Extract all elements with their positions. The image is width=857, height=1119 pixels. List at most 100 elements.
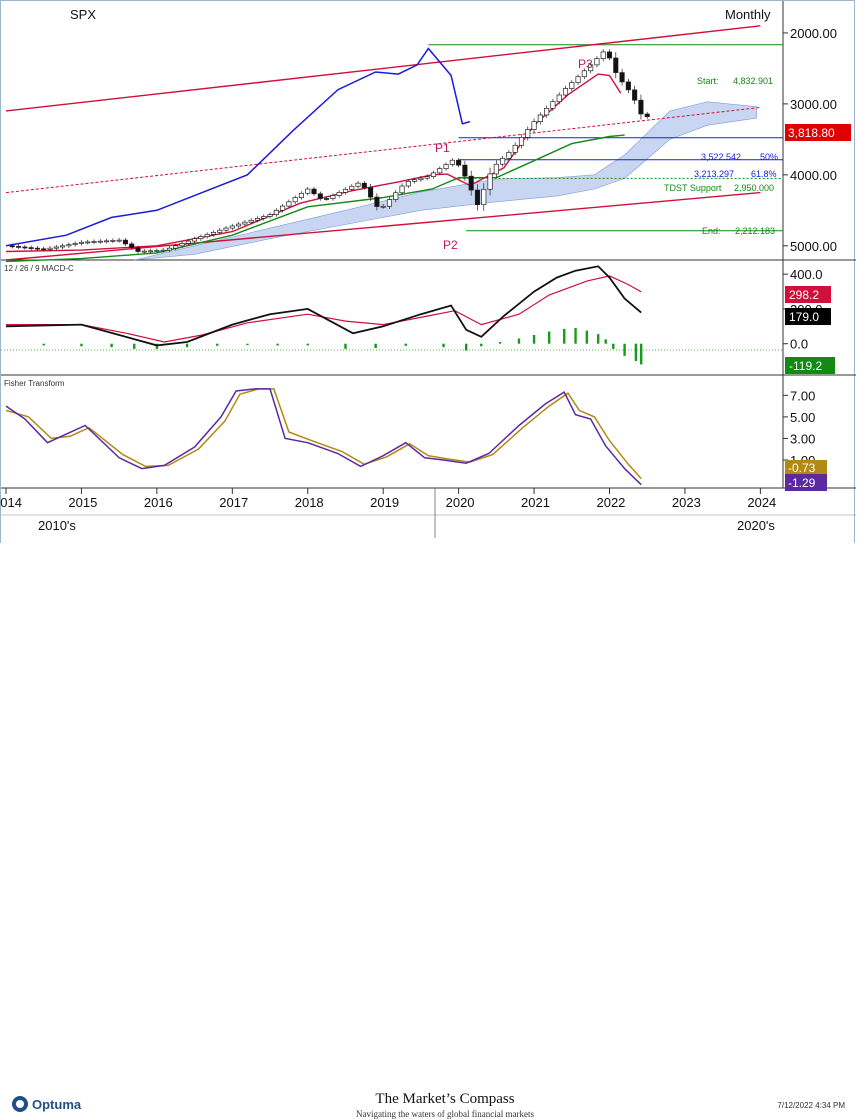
- candle-up: [575, 76, 581, 83]
- candle-down: [474, 189, 481, 206]
- candle-up: [292, 197, 298, 203]
- macd-line-value: 179.0: [789, 310, 819, 324]
- candle-down: [368, 187, 374, 198]
- fisher-signal-value: -0.73: [788, 461, 816, 475]
- macd-tick-label: 0.0: [790, 337, 808, 352]
- time-tick-label: 2018: [295, 495, 324, 510]
- price-tick-label: 2000.00: [790, 26, 837, 41]
- macd-line-badge: [785, 308, 831, 325]
- candle-up: [223, 227, 229, 231]
- candle-up: [437, 168, 443, 174]
- candle-up: [449, 159, 455, 165]
- candle-up: [210, 231, 217, 235]
- candle-up: [418, 177, 424, 181]
- candle-up: [550, 101, 556, 109]
- candle-down: [632, 89, 638, 101]
- candle-up: [581, 70, 587, 78]
- channel-upper: [5, 25, 761, 112]
- symbol-label: SPX: [70, 7, 96, 22]
- chart-canvas[interactable]: SPX Monthly P1 P2 P3 Start: 4,832.901 3,…: [0, 0, 857, 545]
- time-tick-label: 2019: [370, 495, 399, 510]
- time-tick-label: 2016: [144, 495, 173, 510]
- time-axis: 2014 2015 2016 2017 2018 2019 2020 2021 2022 2023…: [0, 488, 776, 510]
- candle-down: [34, 247, 40, 250]
- macd-title: 12 / 26 / 9 MACD-C: [4, 264, 74, 273]
- fisher-tick-label: 7.00: [790, 388, 815, 403]
- macd-histogram: [42, 328, 643, 365]
- time-tick-label: 2015: [68, 495, 97, 510]
- macd-hist-bar: [623, 343, 626, 356]
- candle-up: [217, 229, 223, 233]
- time-tick-label: 2014: [0, 495, 22, 510]
- brand-title: The Market’s Compass: [375, 1091, 515, 1107]
- candle-up: [242, 221, 248, 225]
- candle-down: [638, 99, 644, 115]
- fisher-lines: [5, 388, 642, 486]
- macd-hist-bar: [532, 335, 536, 344]
- candle-up: [286, 201, 292, 207]
- macd-hist-bar: [185, 343, 189, 348]
- level-tdst-value: 2,950.000: [734, 183, 774, 193]
- macd-hist-bar: [480, 343, 483, 347]
- candle-up: [273, 209, 279, 215]
- candle-down: [41, 248, 47, 251]
- macd-hist-bar: [110, 343, 113, 348]
- candle-up: [261, 216, 267, 219]
- timestamp: 7/12/2022 4:34 PM: [777, 1101, 845, 1110]
- cloud-area: [134, 101, 757, 261]
- candle-up: [405, 180, 411, 187]
- candle-up: [148, 250, 154, 253]
- candle-up: [424, 176, 430, 179]
- macd-signal-line: [6, 275, 642, 343]
- fisher-title: Fisher Transform: [4, 379, 65, 388]
- candle-up: [78, 241, 84, 244]
- candle-up: [393, 192, 399, 200]
- macd-hist-bar: [306, 343, 309, 346]
- candle-up: [569, 82, 575, 89]
- level-end-value: 2,212.183: [735, 226, 775, 236]
- ichimoku-cloud: [134, 101, 757, 261]
- candle-up: [236, 223, 242, 227]
- candle-up: [342, 188, 349, 193]
- candle-up: [512, 144, 518, 153]
- level-618-pct: 61.8%: [751, 169, 777, 179]
- candle-up: [493, 163, 499, 175]
- candle-up: [487, 173, 493, 190]
- macd-hist-bar: [374, 343, 377, 349]
- last-price-value: 3,818.80: [788, 126, 835, 140]
- macd-hist-bar: [574, 328, 577, 344]
- candle-up: [47, 247, 53, 250]
- candle-down: [361, 182, 367, 188]
- fisher-main-line: [5, 388, 642, 486]
- candle-down: [625, 81, 631, 91]
- candle-up: [60, 245, 66, 248]
- candle-up: [198, 236, 204, 240]
- price-candles: [9, 49, 650, 254]
- price-tick-label: 4000.00: [790, 168, 837, 183]
- optuma-icon: [12, 1096, 28, 1112]
- candle-down: [613, 57, 619, 73]
- brand-subtitle: Navigating the waters of global financia…: [356, 1109, 534, 1119]
- candle-up: [66, 244, 72, 247]
- candle-down: [16, 246, 22, 248]
- candle-up: [72, 243, 78, 245]
- last-price-badge: [785, 124, 851, 141]
- fisher-tick-label: 5.00: [790, 410, 815, 425]
- macd-lines: [5, 265, 642, 347]
- candle-up: [248, 219, 254, 223]
- candle-up: [166, 247, 172, 251]
- decade-2010s: 2010's: [38, 518, 76, 533]
- candle-up: [525, 129, 531, 138]
- candle-up: [280, 205, 286, 211]
- candle-down: [28, 247, 34, 249]
- macd-hist-bar: [634, 343, 638, 362]
- candle-up: [355, 182, 361, 187]
- sma-blue-line: [5, 47, 471, 247]
- pivot-p1: P1: [435, 141, 450, 155]
- candle-up: [518, 137, 525, 146]
- candle-up: [349, 185, 355, 190]
- candle-down: [462, 164, 468, 177]
- optuma-logo: Optuma: [12, 1096, 81, 1112]
- time-tick-label: 2023: [672, 495, 701, 510]
- macd-hist-bar: [639, 343, 643, 365]
